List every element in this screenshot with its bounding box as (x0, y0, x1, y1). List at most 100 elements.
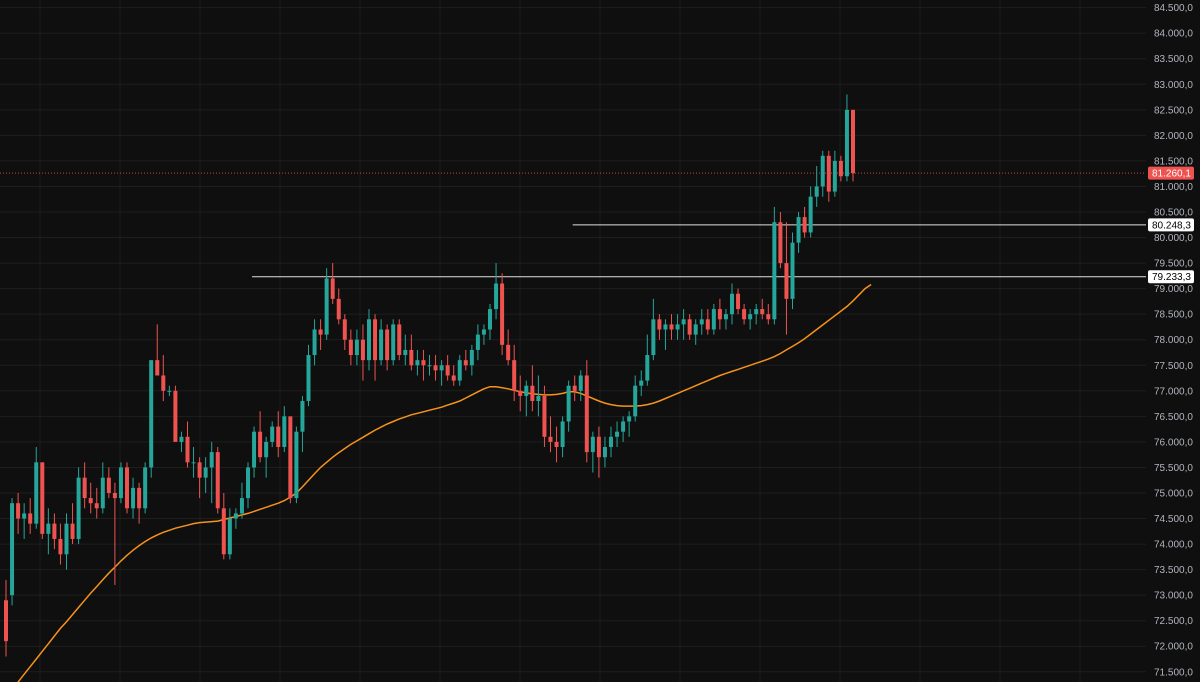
horizontal-levels (0, 172, 1146, 278)
candle-body (560, 421, 565, 448)
ma-line (17, 283, 872, 682)
candle (512, 344, 517, 402)
candle (651, 298, 656, 361)
candle (185, 421, 190, 468)
candle (58, 523, 63, 565)
candle-body (542, 395, 547, 437)
candle (397, 319, 402, 361)
y-tick-label: 74.000,0 (1154, 540, 1193, 551)
y-tick-label: 76.500,0 (1154, 412, 1193, 423)
candle-body (252, 431, 257, 468)
candle (233, 508, 238, 529)
candle-body (851, 109, 855, 174)
candle (645, 334, 650, 386)
candle-body (602, 447, 607, 458)
candle (723, 309, 728, 330)
candle (602, 436, 607, 468)
candle (215, 447, 220, 514)
y-tick-label: 84.500,0 (1154, 3, 1193, 14)
candle-body (221, 508, 226, 555)
candle (34, 447, 39, 529)
candle (475, 324, 480, 361)
candle-body (106, 477, 111, 493)
candle (227, 508, 232, 560)
candle-body (276, 426, 281, 448)
candle-body (34, 462, 39, 524)
y-tick-label: 75.500,0 (1154, 463, 1193, 474)
candle-body (173, 390, 178, 442)
candle (451, 365, 456, 386)
candle (621, 416, 626, 442)
candle-body (373, 319, 378, 361)
candle-body (748, 314, 753, 320)
candle (578, 370, 583, 402)
candle (264, 436, 269, 478)
candle-body (306, 355, 311, 402)
candle (88, 482, 93, 514)
candle-body (826, 155, 831, 192)
candle (681, 309, 686, 340)
candle (125, 462, 129, 514)
y-tick-label: 83.500,0 (1154, 54, 1193, 65)
candle (675, 314, 680, 340)
candle (209, 441, 214, 504)
y-tick-label: 75.000,0 (1154, 488, 1193, 499)
candle-body (46, 523, 51, 534)
candle-body (209, 452, 214, 468)
price-tags: 80.248,3 79.233,3 81.260,1 (1148, 166, 1194, 284)
candle (488, 303, 492, 340)
candle-body (197, 462, 202, 478)
candle-body (40, 462, 45, 534)
candle-body (167, 390, 172, 392)
candle (288, 416, 293, 504)
candle (596, 426, 601, 478)
candle-body (717, 309, 722, 320)
candle-body (596, 436, 601, 458)
y-tick-label: 84.000,0 (1154, 29, 1193, 40)
y-tick-label: 80.000,0 (1154, 233, 1193, 244)
candle (294, 426, 299, 504)
candle (191, 447, 196, 478)
y-tick-label: 78.000,0 (1154, 335, 1193, 346)
candle (106, 467, 111, 499)
candle (52, 513, 57, 550)
candle (258, 411, 263, 463)
candle-body (342, 319, 347, 340)
candle (270, 421, 275, 448)
candle-body (645, 355, 650, 381)
candle (239, 482, 244, 519)
candle (657, 314, 662, 340)
candle-body (572, 385, 577, 391)
candle-body (469, 349, 474, 366)
candle (354, 329, 359, 366)
candle-body (403, 349, 408, 356)
candle-body (760, 309, 765, 315)
candle-body (94, 503, 99, 509)
candle (330, 263, 335, 304)
candle (711, 303, 716, 335)
candle (149, 360, 154, 478)
candle-body (681, 319, 686, 325)
y-tick-label: 80.500,0 (1154, 208, 1193, 219)
candle (94, 487, 99, 519)
y-tick-label: 79.500,0 (1154, 259, 1193, 270)
candle-body (699, 319, 704, 325)
candle-body (736, 293, 741, 310)
candle (772, 206, 777, 325)
candle-body (512, 360, 517, 391)
candle-body (554, 441, 559, 448)
candle (820, 150, 825, 197)
level-price-tag-box (1148, 218, 1194, 232)
candle-body (312, 329, 317, 356)
candle-body (814, 186, 819, 197)
candles (4, 94, 855, 657)
candle (40, 462, 45, 539)
candle-body (705, 319, 710, 330)
y-tick-label: 72.000,0 (1154, 642, 1193, 653)
candle-body (796, 217, 801, 243)
candle (784, 222, 789, 335)
candle-body (790, 242, 795, 299)
candle (554, 426, 559, 463)
candle (687, 314, 692, 340)
